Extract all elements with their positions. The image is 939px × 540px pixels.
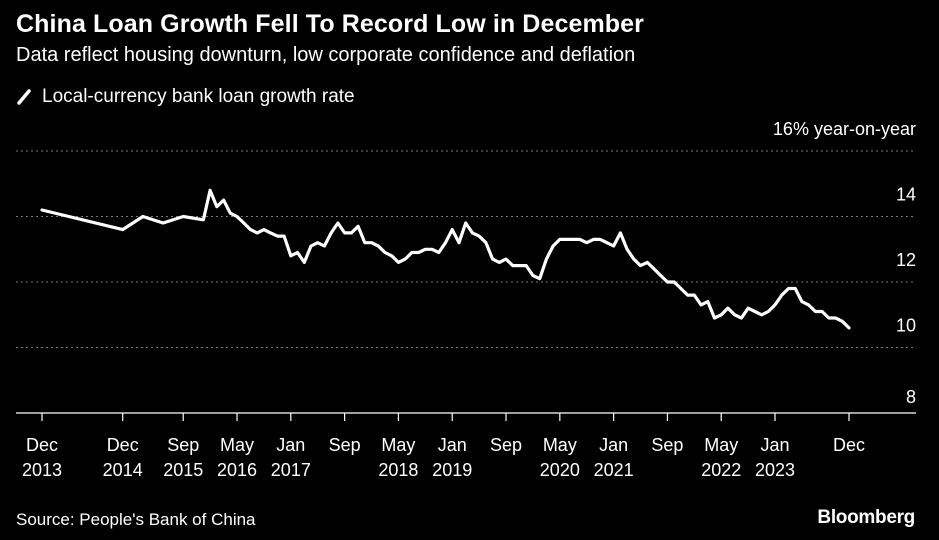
y-tick-label-12: 12 xyxy=(896,250,916,270)
x-tick-year-2021-01: 2021 xyxy=(594,460,634,480)
legend-label: Local-currency bank loan growth rate xyxy=(42,86,355,107)
x-tick-year-2023-01: 2023 xyxy=(755,460,795,480)
x-tick-label-2019-09: Sep xyxy=(490,435,522,455)
x-tick-label-2017-01: Jan xyxy=(276,435,305,455)
x-tick-year-2018-05: 2018 xyxy=(378,460,418,480)
x-tick-label-2020-05: May xyxy=(543,435,577,455)
source-note: Source: People's Bank of China xyxy=(16,510,256,529)
x-tick-label-2022-05: May xyxy=(704,435,738,455)
x-tick-label-2014-12: Dec xyxy=(107,435,139,455)
y-tick-label-10: 10 xyxy=(896,316,916,336)
x-tick-year-2019-01: 2019 xyxy=(432,460,472,480)
x-tick-year-2016-05: 2016 xyxy=(217,460,257,480)
series-line-0 xyxy=(40,188,851,330)
x-tick-label-2019-01: Jan xyxy=(438,435,467,455)
x-tick-label-2023-12: Dec xyxy=(833,435,865,455)
x-tick-year-2013-12: 2013 xyxy=(22,460,62,480)
x-tick-label-2021-01: Jan xyxy=(599,435,628,455)
line-chart: 8 10 12 14 16% year-on-year Dec 2013 Dec 2014 Sep… xyxy=(16,119,916,480)
x-tick-year-2017-01: 2017 xyxy=(271,460,311,480)
x-tick-label-2013-12: Dec xyxy=(26,435,58,455)
chart-title: China Loan Growth Fell To Record Low in … xyxy=(16,10,645,38)
legend-line-icon xyxy=(17,89,31,105)
x-tick-year-2014-12: 2014 xyxy=(103,460,143,480)
x-tick-label-2016-05: May xyxy=(220,435,254,455)
x-tick-label-2018-05: May xyxy=(381,435,415,455)
x-tick-year-2015-09: 2015 xyxy=(163,460,203,480)
y-tick-label-14: 14 xyxy=(896,185,916,205)
y-tick-label-16: 16% year-on-year xyxy=(773,119,916,139)
x-tick-year-2020-05: 2020 xyxy=(540,460,580,480)
legend: Local-currency bank loan growth rate xyxy=(16,86,355,108)
x-tick-label-2017-09: Sep xyxy=(329,435,361,455)
bloomberg-logo: Bloomberg xyxy=(817,507,915,528)
x-tick-label-2021-09: Sep xyxy=(651,435,683,455)
x-tick-label-2023-01: Jan xyxy=(761,435,790,455)
chart-subtitle: Data reflect housing downturn, low corpo… xyxy=(16,44,636,66)
x-tick-label-2015-09: Sep xyxy=(167,435,199,455)
x-tick-year-2022-05: 2022 xyxy=(701,460,741,480)
y-tick-label-8: 8 xyxy=(906,387,916,407)
